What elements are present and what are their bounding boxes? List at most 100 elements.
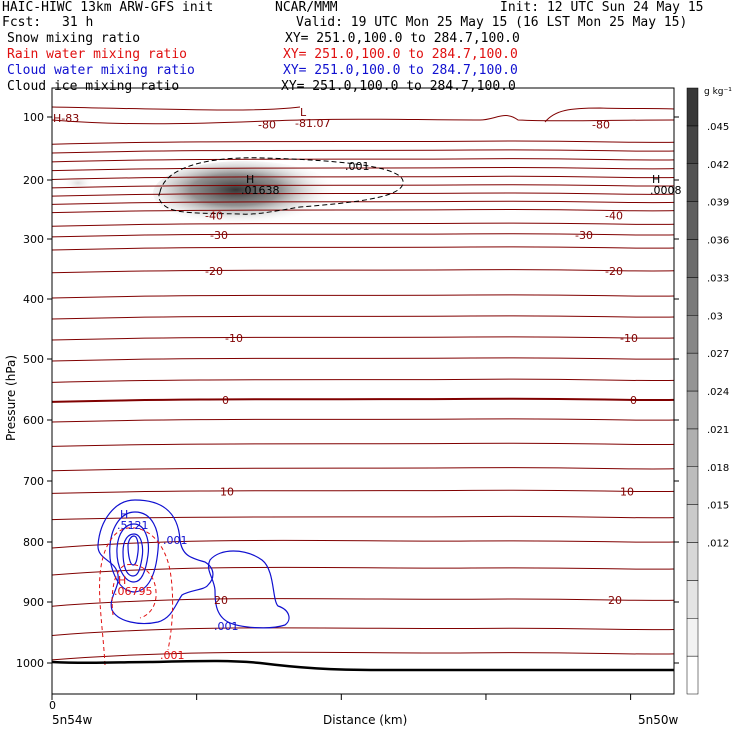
colorbar-tick-label: .045 <box>707 122 729 133</box>
isotherm-line <box>52 357 674 362</box>
colorbar-box <box>686 542 699 581</box>
isotherm-label: -40 <box>605 209 623 222</box>
colorbar-box <box>686 277 699 316</box>
isotherm-label: 0 <box>222 394 229 407</box>
isotherm-top-wiggle-2 <box>52 106 674 123</box>
cloud-water-max-value: .5121 <box>117 519 149 532</box>
field-snow-name: Snow mixing ratio <box>7 31 141 46</box>
colorbar-box <box>686 580 699 619</box>
cloud-water-max-h: H <box>120 508 128 521</box>
isotherm-top-wiggle <box>52 115 674 125</box>
snow-max-h: H <box>246 173 254 186</box>
isotherm-line <box>52 467 674 472</box>
colorbar-box <box>686 125 699 164</box>
rain-contour-001 <box>99 527 174 666</box>
isotherm-line <box>52 175 674 180</box>
colorbar-box <box>686 201 699 240</box>
colorbar-box <box>686 390 699 430</box>
isotherm-line <box>52 208 674 214</box>
isotherm-label: -30 <box>210 229 228 242</box>
x-axis-title: Distance (km) <box>323 713 407 727</box>
center-label: NCAR/MMM <box>275 0 338 15</box>
y-tick-label: 200 <box>23 174 44 187</box>
isotherm-line <box>52 515 674 521</box>
x-start-label: 5n54w <box>52 713 93 727</box>
extremum-high-temp: H-83 <box>53 112 79 125</box>
extremum-low-label: L <box>300 106 307 119</box>
field-cloud-water-name: Cloud water mixing ratio <box>7 63 195 78</box>
y-tick-label: 1000 <box>16 657 44 670</box>
isotherm-label: -20 <box>205 265 223 278</box>
colorbar-box <box>686 163 699 202</box>
isotherm-line <box>52 442 674 447</box>
isotherm-line <box>52 294 674 299</box>
rain-max-h: H <box>118 574 126 587</box>
cloud-water-label-1: .001 <box>163 534 188 547</box>
isotherm-line <box>52 149 674 154</box>
colorbar-box <box>686 352 699 392</box>
forecast-label: Fcst: <box>2 15 42 30</box>
y-tick-label: 900 <box>23 596 44 609</box>
init-time: Init: 12 UTC Sun 24 May 15 <box>500 0 704 15</box>
isotherm-label: 0 <box>630 394 637 407</box>
isotherm-label: 10 <box>220 485 234 498</box>
x-end-label: 5n50w <box>638 713 679 727</box>
isotherm-line <box>52 539 674 549</box>
isotherm-line <box>52 627 674 636</box>
cloud-water-contour-2 <box>109 511 159 593</box>
isotherm-label: -40 <box>205 209 223 222</box>
isotherm-label: -20 <box>605 265 623 278</box>
colorbar-box <box>686 87 699 127</box>
isotherm-line <box>52 246 674 251</box>
y-tick-label: 300 <box>23 233 44 246</box>
model-title: HAIC-HIWC 13km ARW-GFS init <box>2 0 214 15</box>
isotherm-label: -80 <box>592 119 610 132</box>
colorbar-tick-label: .021 <box>707 425 729 436</box>
isotherm-line <box>52 233 674 238</box>
field-cloud-ice-name: Cloud ice mixing ratio <box>7 79 180 94</box>
isotherm-label: -10 <box>225 332 243 345</box>
isotherm-label: 20 <box>608 594 622 607</box>
plot-frame <box>51 87 675 695</box>
field-cloud-water-xy: XY= 251.0,100.0 to 284.7,100.0 <box>283 63 518 78</box>
isotherm-line <box>52 158 674 163</box>
colorbar-tick-label: .042 <box>707 160 729 171</box>
isotherm-line <box>52 269 674 274</box>
cloud-water-contour-3 <box>116 523 150 583</box>
field-rain-xy: XY= 251.0,100.0 to 284.7,100.0 <box>283 47 518 62</box>
isotherm-line <box>52 315 674 320</box>
rain-max-value: .06795 <box>114 585 153 598</box>
isotherm-line <box>52 336 674 341</box>
snow-edge-value: .0008 <box>650 184 682 197</box>
field-cloud-ice-xy: XY= 251.0,100.0 to 284.7,100.0 <box>281 79 516 94</box>
x-origin-tick-label: 0 <box>49 699 56 712</box>
colorbar-tick-label: .039 <box>707 198 729 209</box>
colorbar-box <box>686 239 699 278</box>
y-tick-label: 600 <box>23 414 44 427</box>
y-axis-title: Pressure (hPa) <box>4 355 18 441</box>
colorbar-box <box>686 315 699 354</box>
y-tick-label: 500 <box>23 353 44 366</box>
colorbar-tick-label: .027 <box>707 349 729 360</box>
y-tick-label: 800 <box>23 536 44 549</box>
rain-contour-label: .001 <box>160 649 185 662</box>
isotherm-line <box>52 140 674 145</box>
isotherm-line <box>52 397 674 403</box>
field-snow-xy: XY= 251.0,100.0 to 284.7,100.0 <box>285 31 520 46</box>
colorbar-tick-label: .033 <box>707 273 729 284</box>
colorbar-box <box>686 504 699 543</box>
forecast-hour: 31 h <box>62 15 94 30</box>
colorbar-tick-label: .024 <box>707 387 729 398</box>
isotherm-line <box>52 598 674 607</box>
terrain-line <box>52 659 674 672</box>
colorbar-tick-label: .018 <box>707 463 729 474</box>
isotherm-line <box>52 166 674 172</box>
isotherm-line <box>52 222 674 227</box>
isotherm-line <box>52 200 674 205</box>
colorbar-box <box>686 466 699 505</box>
y-tick-label: 400 <box>23 293 44 306</box>
y-tick-label: 100 <box>23 111 44 124</box>
colorbar-unit: g kg⁻¹ <box>704 87 732 97</box>
isotherm-label: 20 <box>214 594 228 607</box>
